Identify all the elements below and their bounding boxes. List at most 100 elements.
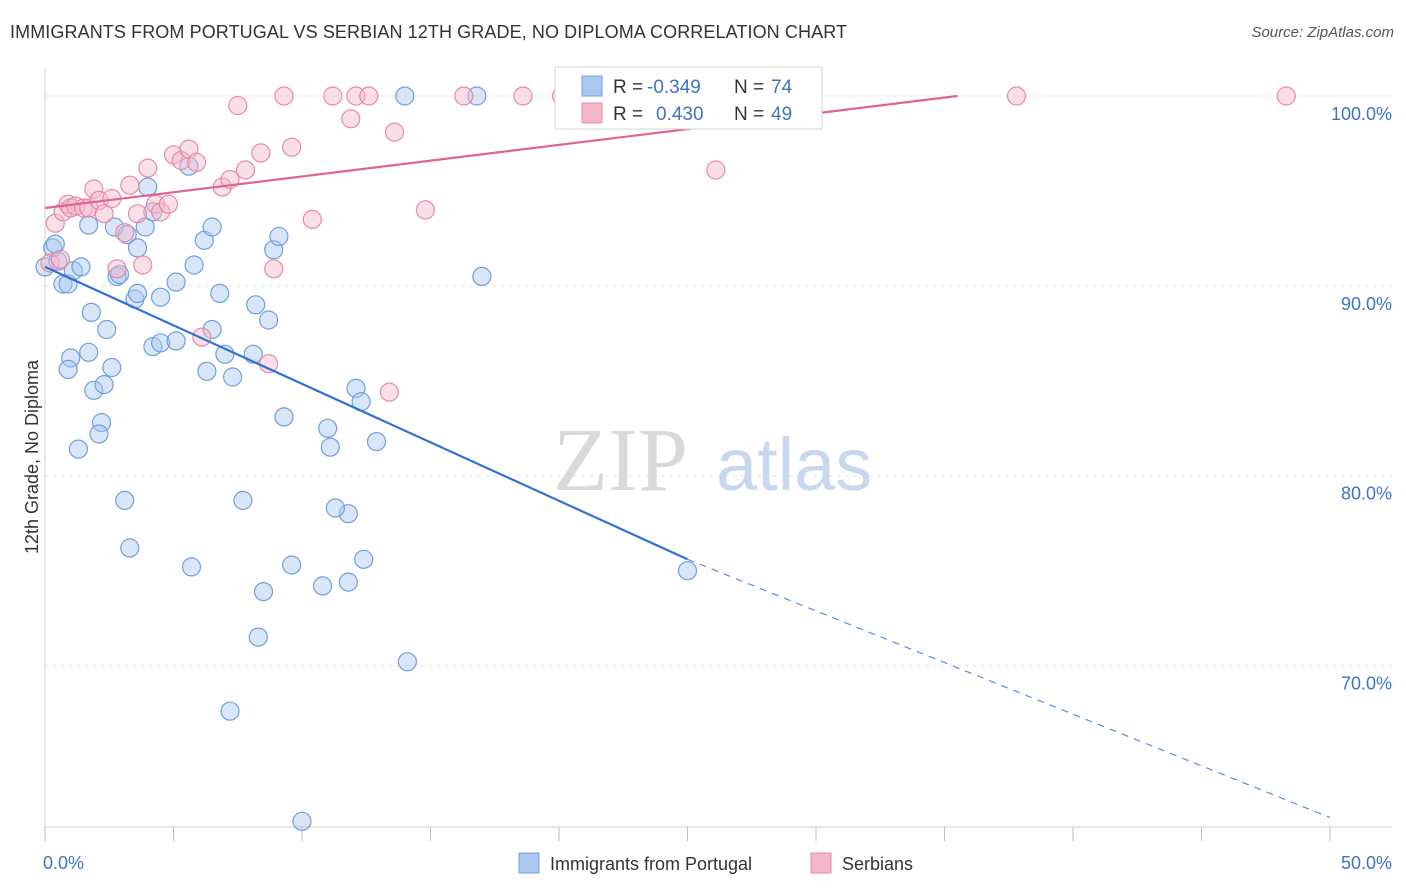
data-point: [706, 160, 726, 180]
series-legend-swatch-serbians[interactable]: [810, 852, 832, 874]
legend-n-label: N =: [734, 77, 764, 98]
data-point: [89, 424, 109, 444]
data-point: [269, 226, 289, 247]
data-point: [94, 204, 114, 224]
legend-r-label: R =: [613, 77, 643, 98]
data-point: [94, 375, 114, 395]
data-point: [102, 357, 122, 378]
source-credit: Source: ZipAtlas.com: [1251, 24, 1394, 41]
data-point: [251, 143, 271, 163]
data-point: [143, 202, 163, 222]
x-tick-label-min: 0.0%: [43, 853, 84, 873]
data-point: [397, 652, 417, 672]
data-point: [320, 437, 340, 457]
data-point: [107, 259, 127, 279]
data-point: [127, 204, 148, 224]
legend-swatch-serbians: [581, 102, 603, 124]
data-point: [1276, 86, 1296, 106]
data-point: [166, 331, 186, 351]
data-point: [513, 86, 533, 106]
series-legend-label-portugal[interactable]: Immigrants from Portugal: [550, 854, 752, 874]
data-point: [127, 238, 148, 258]
data-point: [259, 310, 279, 330]
legend-n-value: 49: [771, 104, 792, 125]
trend-line-portugal: [44, 265, 688, 561]
y-tick-labels: 70.0% 80.0% 90.0% 100.0%: [1331, 104, 1392, 694]
data-point: [354, 549, 374, 569]
data-point: [171, 150, 191, 171]
y-tick-label: 90.0%: [1341, 294, 1392, 314]
data-point: [45, 234, 65, 254]
data-point: [246, 295, 266, 315]
data-point: [115, 223, 135, 243]
data-point: [472, 266, 492, 286]
data-point: [274, 407, 294, 427]
axes: [44, 68, 1392, 828]
legend-n-value: 74: [771, 77, 793, 98]
series-legend-label-serbians[interactable]: Serbians: [842, 854, 913, 874]
y-axis-label: 12th Grade, No Diploma: [22, 359, 42, 554]
watermark-zip: ZIP: [553, 411, 688, 510]
data-point: [233, 490, 253, 510]
data-point: [325, 498, 345, 518]
data-point: [323, 86, 343, 106]
watermark-atlas: atlas: [716, 423, 872, 506]
data-point: [84, 179, 104, 199]
data-point: [415, 200, 435, 220]
data-point: [197, 361, 217, 381]
data-point: [454, 86, 474, 106]
data-point: [379, 382, 399, 402]
data-point: [220, 701, 240, 721]
data-point: [151, 333, 171, 353]
data-point: [1006, 86, 1027, 106]
y-tick-label: 80.0%: [1341, 484, 1392, 504]
data-point: [158, 194, 178, 214]
data-point: [45, 213, 65, 233]
data-point: [302, 209, 322, 229]
trend-line-extension-portugal: [687, 558, 1331, 819]
y-tick-label: 70.0%: [1341, 674, 1392, 694]
series-legend-swatch-portugal[interactable]: [518, 852, 540, 874]
data-point: [127, 283, 148, 303]
data-point: [50, 249, 71, 269]
data-point: [71, 257, 91, 277]
data-point: [138, 177, 158, 197]
data-point: [223, 367, 243, 387]
data-point: [366, 432, 387, 452]
data-point: [68, 439, 89, 459]
data-point: [248, 627, 268, 647]
data-point: [253, 581, 274, 602]
data-point: [318, 418, 338, 438]
data-point: [181, 557, 202, 577]
data-point: [210, 283, 230, 303]
watermark: ZIP atlas: [553, 411, 872, 510]
data-point: [166, 272, 186, 292]
data-point: [133, 255, 153, 275]
data-point: [228, 95, 248, 116]
data-point: [81, 302, 101, 322]
data-point: [313, 576, 333, 596]
data-point: [120, 538, 140, 558]
data-point: [384, 122, 405, 142]
data-point: [677, 561, 698, 581]
grid-lines: [45, 95, 1392, 667]
series-portugal: [35, 86, 698, 831]
data-point: [115, 490, 135, 510]
data-point: [187, 152, 207, 172]
data-point: [202, 319, 222, 340]
data-point: [274, 86, 294, 106]
data-point: [235, 160, 256, 180]
legend-n-label: N =: [734, 104, 764, 125]
data-point: [259, 354, 279, 374]
data-point: [97, 319, 117, 340]
data-point: [61, 348, 81, 368]
data-point: [395, 86, 415, 106]
data-point: [91, 413, 112, 433]
data-point: [184, 255, 204, 275]
data-point: [202, 217, 222, 237]
x-tick-label-max: 50.0%: [1341, 853, 1392, 873]
data-point: [151, 287, 171, 307]
data-point: [120, 175, 140, 195]
data-point: [282, 137, 302, 157]
legend-r-value: 0.430: [656, 104, 704, 125]
